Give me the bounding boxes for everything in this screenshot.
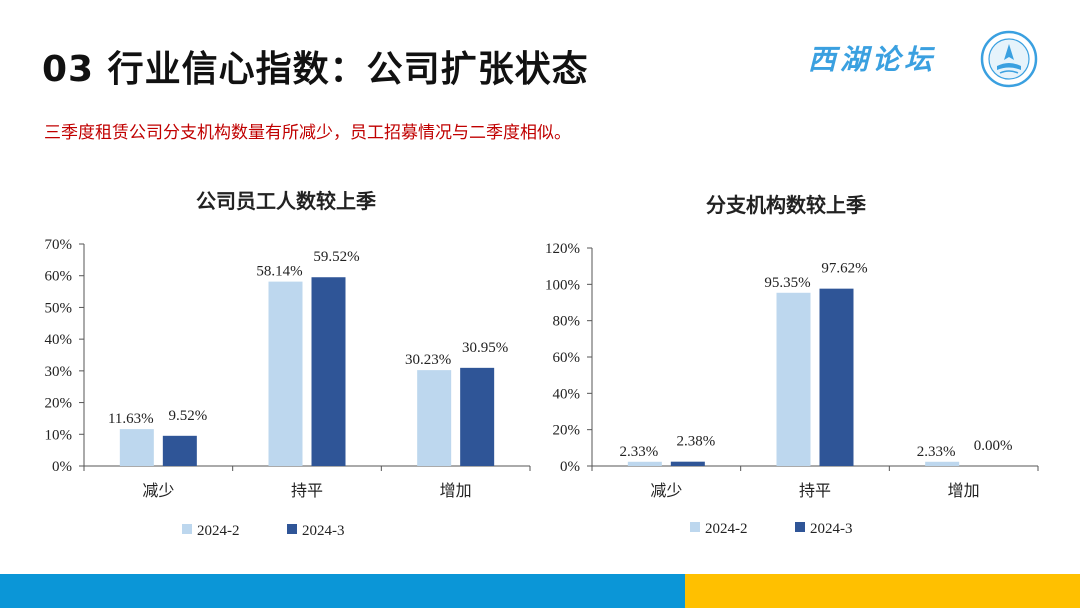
chart1-legend-label: 2024-3	[302, 523, 345, 539]
chart2-bar	[627, 461, 662, 466]
chart2-y-tick-label: 120%	[545, 241, 580, 257]
chart1-bar	[119, 429, 154, 466]
chart1-category-label: 增加	[440, 482, 472, 500]
forum-seal-icon	[980, 30, 1038, 88]
footer-bar-yellow	[685, 574, 1080, 608]
chart2-legend-label: 2024-2	[705, 521, 748, 537]
chart1-bar	[417, 370, 452, 466]
chart1-data-label: 59.52%	[313, 249, 359, 265]
chart1-category-label: 减少	[142, 482, 174, 500]
chart1-y-tick-label: 50%	[45, 300, 73, 316]
chart2-data-label: 2.33%	[917, 444, 956, 460]
chart1-bar	[311, 277, 346, 466]
chart2-data-label: 2.38%	[676, 434, 715, 450]
chart2-bar	[925, 461, 960, 466]
chart1-y-tick-label: 0%	[52, 459, 72, 475]
chart2-title: 分支机构数较上季	[706, 193, 866, 217]
chart1-title: 公司员工人数较上季	[196, 189, 376, 213]
chart1-data-label: 30.95%	[462, 340, 508, 356]
chart2-y-tick-label: 80%	[553, 314, 581, 330]
chart2-y-tick-label: 20%	[553, 423, 581, 439]
chart1-y-tick-label: 20%	[45, 396, 73, 412]
chart2-category-label: 减少	[650, 482, 682, 500]
chart1-legend-swatch	[182, 524, 192, 534]
chart1-data-label: 11.63%	[108, 411, 154, 427]
chart1-category-label: 持平	[291, 482, 323, 500]
chart2-data-label: 97.62%	[821, 261, 867, 277]
chart2-y-tick-label: 60%	[553, 350, 581, 366]
page-title: 03 行业信心指数：公司扩张状态	[42, 49, 589, 90]
chart2-bar	[776, 292, 811, 466]
chart1-legend-label: 2024-2	[197, 523, 240, 539]
chart1-y-tick-label: 70%	[45, 237, 73, 253]
chart2-y-tick-label: 40%	[553, 386, 581, 402]
chart2-bar	[819, 288, 854, 466]
footer-bar-blue	[0, 574, 685, 608]
chart2-category-label: 持平	[799, 482, 831, 500]
chart2-legend-swatch	[690, 522, 700, 532]
chart2-data-label: 2.33%	[619, 444, 658, 460]
chart1-y-tick-label: 10%	[45, 427, 73, 443]
chart1-legend-swatch	[287, 524, 297, 534]
chart2-y-tick-label: 100%	[545, 277, 580, 293]
employee-count-chart: 公司员工人数较上季 0% 10% 20% 30% 40% 50% 60% 70% 减少 11.63%…	[45, 189, 531, 539]
chart2-y-tick-label: 0%	[560, 459, 580, 475]
chart2-data-label: 95.35%	[764, 275, 810, 291]
chart1-data-label: 9.52%	[168, 408, 207, 424]
page-subtitle: 三季度租赁公司分支机构数量有所减少，员工招募情况与二季度相似。	[44, 123, 571, 143]
brand-logo-text: 西湖论坛	[808, 43, 937, 76]
chart2-data-label: 0.00%	[974, 438, 1013, 454]
chart2-category-label: 增加	[948, 482, 980, 500]
chart2-legend-label: 2024-3	[810, 521, 853, 537]
chart1-data-label: 30.23%	[405, 352, 451, 368]
chart1-y-tick-label: 60%	[45, 269, 73, 285]
chart1-bar	[460, 367, 495, 466]
chart1-data-label: 58.14%	[256, 264, 302, 280]
chart1-y-tick-label: 30%	[45, 364, 73, 380]
branch-count-chart: 分支机构数较上季 0% 20% 40% 60% 80% 100% 120% 减少 2.33% 2.3…	[545, 193, 1039, 537]
chart1-bar	[162, 435, 197, 466]
chart1-y-tick-label: 40%	[45, 332, 73, 348]
chart1-bar	[268, 281, 303, 466]
chart2-bar	[670, 461, 705, 466]
chart2-legend-swatch	[795, 522, 805, 532]
